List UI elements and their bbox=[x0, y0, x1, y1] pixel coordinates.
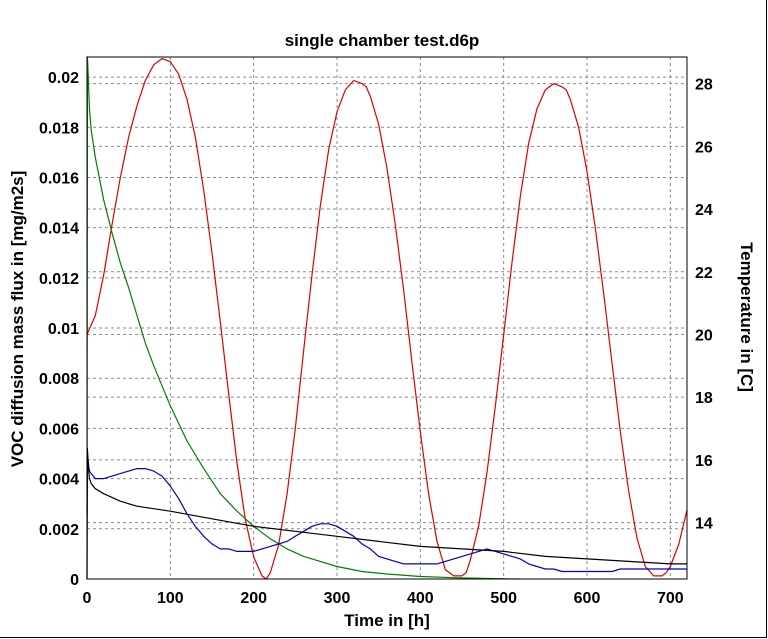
series-line-2 bbox=[86, 56, 521, 580]
plot-area bbox=[86, 56, 688, 580]
y-tick-label: 0.02 bbox=[48, 70, 79, 87]
x-tick-label: 200 bbox=[240, 590, 267, 607]
series-group bbox=[86, 56, 688, 580]
y-tick-label: 0.018 bbox=[39, 120, 79, 137]
y-tick-label: 0.006 bbox=[39, 421, 79, 438]
y2-tick-label: 26 bbox=[695, 139, 713, 156]
gridlines bbox=[87, 57, 687, 579]
x-tick-label: 100 bbox=[157, 590, 184, 607]
chart-title: single chamber test.d6p bbox=[285, 31, 480, 50]
x-tick-label: 500 bbox=[490, 590, 517, 607]
y-tick-label: 0 bbox=[70, 572, 79, 589]
y2-tick-label: 18 bbox=[695, 390, 713, 407]
x-tick-labels: 0 100 200 300 400 500 600 700 bbox=[83, 590, 684, 607]
y2-tick-label: 28 bbox=[695, 77, 713, 94]
x-tick-label: 300 bbox=[324, 590, 351, 607]
series-line-4 bbox=[86, 447, 687, 580]
x-axis-title: Time in [h] bbox=[344, 611, 430, 630]
y2-tick-label: 16 bbox=[695, 453, 713, 470]
y-tick-labels: 0 0.002 0.004 0.006 0.008 0.01 0.012 0.014 0.016… bbox=[39, 70, 79, 589]
x-tick-label: 600 bbox=[574, 590, 601, 607]
y2-tick-label: 22 bbox=[695, 265, 713, 282]
y-axis-title: VOC diffusion mass flux in [mg/m2s] bbox=[8, 171, 27, 468]
x-tick-label: 0 bbox=[83, 590, 92, 607]
y-tick-label: 0.01 bbox=[48, 321, 79, 338]
y-tick-label: 0.012 bbox=[39, 271, 79, 288]
y-tick-label: 0.002 bbox=[39, 522, 79, 539]
x-tick-label: 700 bbox=[657, 590, 684, 607]
series-line-1 bbox=[86, 57, 688, 580]
y2-tick-label: 20 bbox=[695, 327, 713, 344]
y2-tick-labels: 14 16 18 20 22 24 26 28 bbox=[695, 77, 713, 533]
y-tick-label: 0.014 bbox=[39, 221, 79, 238]
y-tick-label: 0.004 bbox=[39, 472, 79, 489]
y2-tick-label: 14 bbox=[695, 516, 713, 533]
series-line-3 bbox=[86, 450, 687, 573]
x-tick-label: 400 bbox=[407, 590, 434, 607]
y-tick-label: 0.008 bbox=[39, 371, 79, 388]
y-tick-label: 0.016 bbox=[39, 170, 79, 187]
y2-axis-title: Temperature in [C] bbox=[737, 242, 756, 392]
y2-tick-label: 24 bbox=[695, 202, 713, 219]
